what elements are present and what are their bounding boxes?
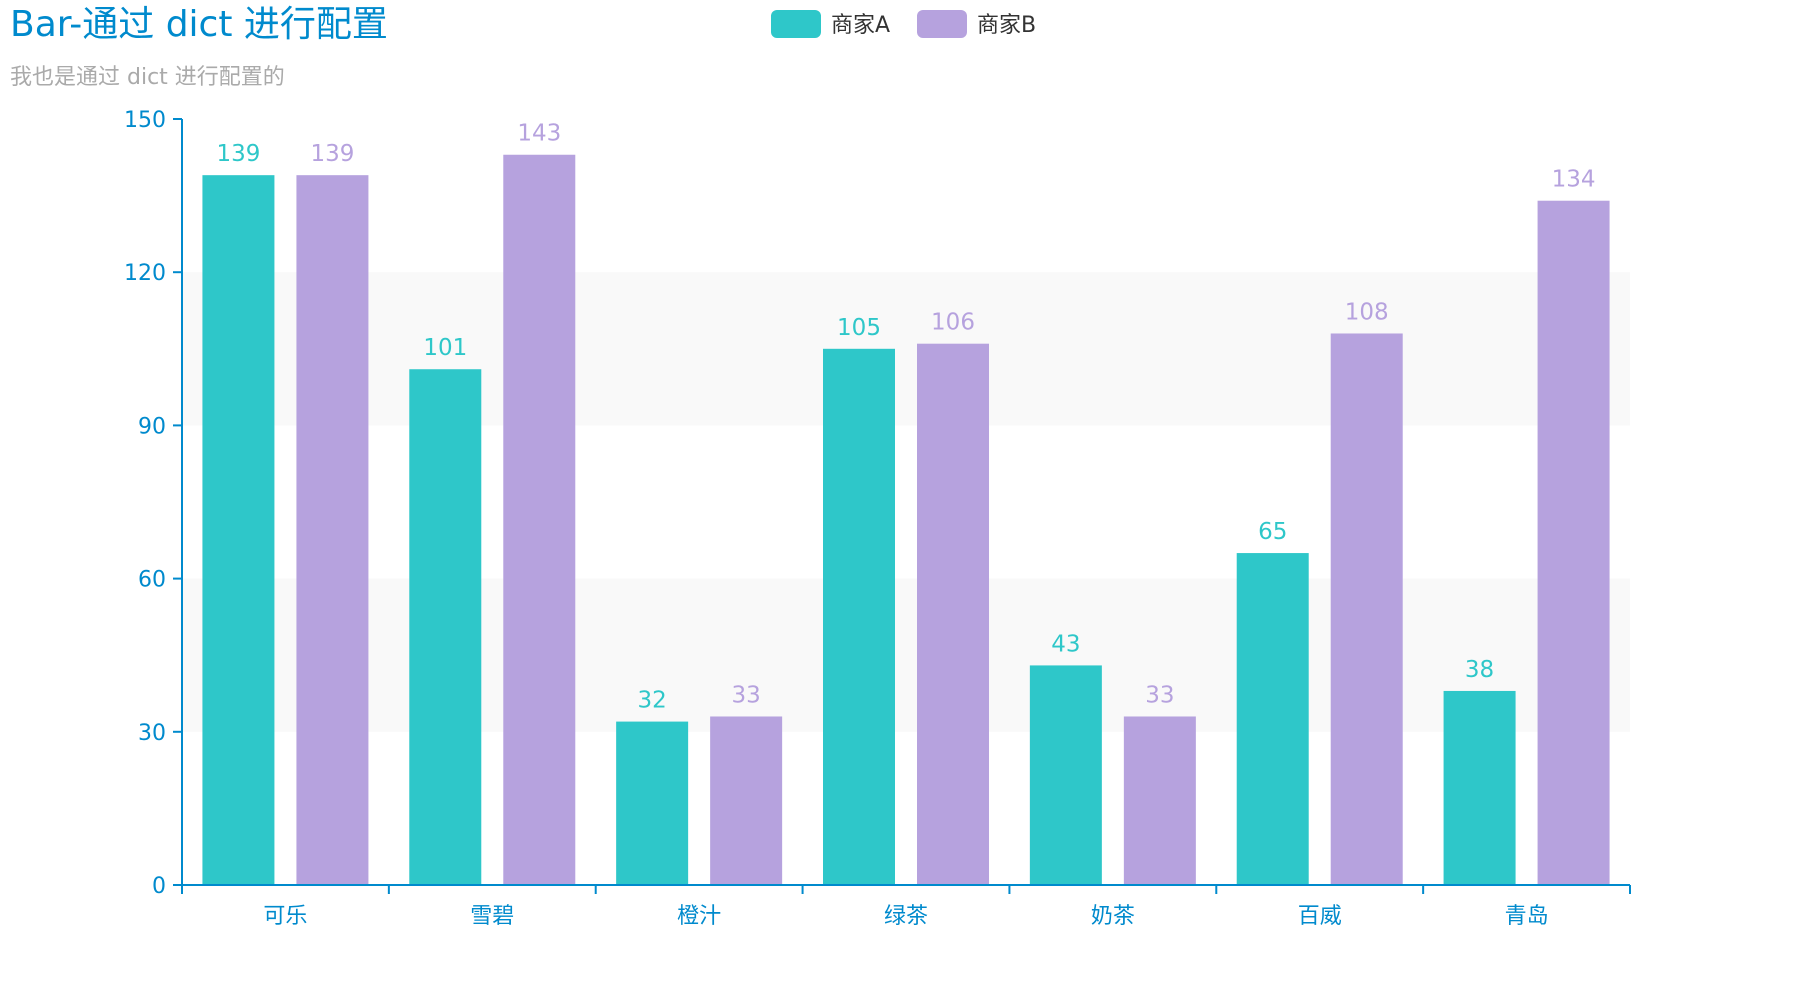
- y-tick-label: 0: [152, 874, 166, 899]
- data-label: 33: [1145, 682, 1174, 708]
- data-label: 32: [638, 688, 667, 714]
- legend-label: 商家B: [977, 13, 1036, 38]
- y-tick-label: 60: [138, 568, 166, 593]
- bar[interactable]: [1123, 716, 1196, 885]
- y-tick-label: 120: [124, 261, 166, 286]
- y-tick-label: 90: [138, 414, 166, 439]
- x-tick-label: 可乐: [263, 904, 307, 929]
- bar[interactable]: [616, 721, 689, 885]
- legend: 商家A 商家B: [771, 10, 1036, 38]
- bar[interactable]: [1330, 333, 1403, 886]
- legend-swatch: [917, 10, 967, 38]
- data-label: 139: [310, 141, 354, 167]
- data-label: 65: [1258, 519, 1287, 545]
- y-tick-label: 30: [138, 721, 166, 746]
- bar[interactable]: [409, 369, 482, 885]
- data-label: 105: [837, 315, 881, 341]
- grid-band: [182, 578, 1630, 732]
- data-label: 43: [1051, 631, 1080, 657]
- x-tick-label: 青岛: [1505, 904, 1549, 929]
- bar[interactable]: [202, 175, 275, 885]
- bar[interactable]: [823, 348, 895, 885]
- x-tick-label: 绿茶: [884, 904, 928, 929]
- bar[interactable]: [1236, 553, 1309, 885]
- bar[interactable]: [710, 716, 783, 885]
- x-axis-ticks: 可乐 雪碧 橙汁 绿茶 奶茶 百威 青岛: [181, 885, 1631, 929]
- data-label: 38: [1465, 657, 1494, 683]
- data-labels: 139 101 32 105 43 65 38 139 143 33 106 33 108 134: [216, 121, 1595, 714]
- data-label: 134: [1552, 167, 1596, 193]
- data-label: 101: [423, 335, 467, 361]
- bar[interactable]: [1029, 665, 1102, 885]
- data-label: 143: [517, 121, 561, 147]
- data-label: 33: [732, 682, 761, 708]
- x-tick-label: 百威: [1298, 904, 1342, 929]
- legend-label: 商家A: [831, 13, 890, 38]
- data-label: 108: [1345, 299, 1389, 325]
- data-label: 139: [216, 141, 260, 167]
- y-axis-ticks: 0 30 60 90 120 150: [124, 108, 182, 899]
- y-tick-label: 150: [124, 108, 166, 133]
- legend-item-series-b[interactable]: 商家B: [917, 10, 1036, 38]
- legend-item-series-a[interactable]: 商家A: [771, 10, 890, 38]
- bar[interactable]: [917, 343, 989, 885]
- grid-bands: [182, 272, 1630, 732]
- data-label: 106: [931, 310, 975, 336]
- x-tick-label: 奶茶: [1091, 904, 1135, 929]
- bar[interactable]: [1443, 690, 1516, 885]
- x-tick-label: 雪碧: [470, 904, 514, 929]
- chart-title: Bar-通过 dict 进行配置: [10, 4, 388, 45]
- axes: [181, 119, 1630, 886]
- bar[interactable]: [503, 154, 576, 885]
- grid-band: [182, 272, 1630, 426]
- chart-subtitle: 我也是通过 dict 进行配置的: [10, 65, 285, 90]
- legend-swatch: [771, 10, 821, 38]
- bar[interactable]: [296, 175, 369, 885]
- bars: [202, 154, 1610, 886]
- x-tick-label: 橙汁: [677, 904, 721, 929]
- bar[interactable]: [1537, 200, 1610, 885]
